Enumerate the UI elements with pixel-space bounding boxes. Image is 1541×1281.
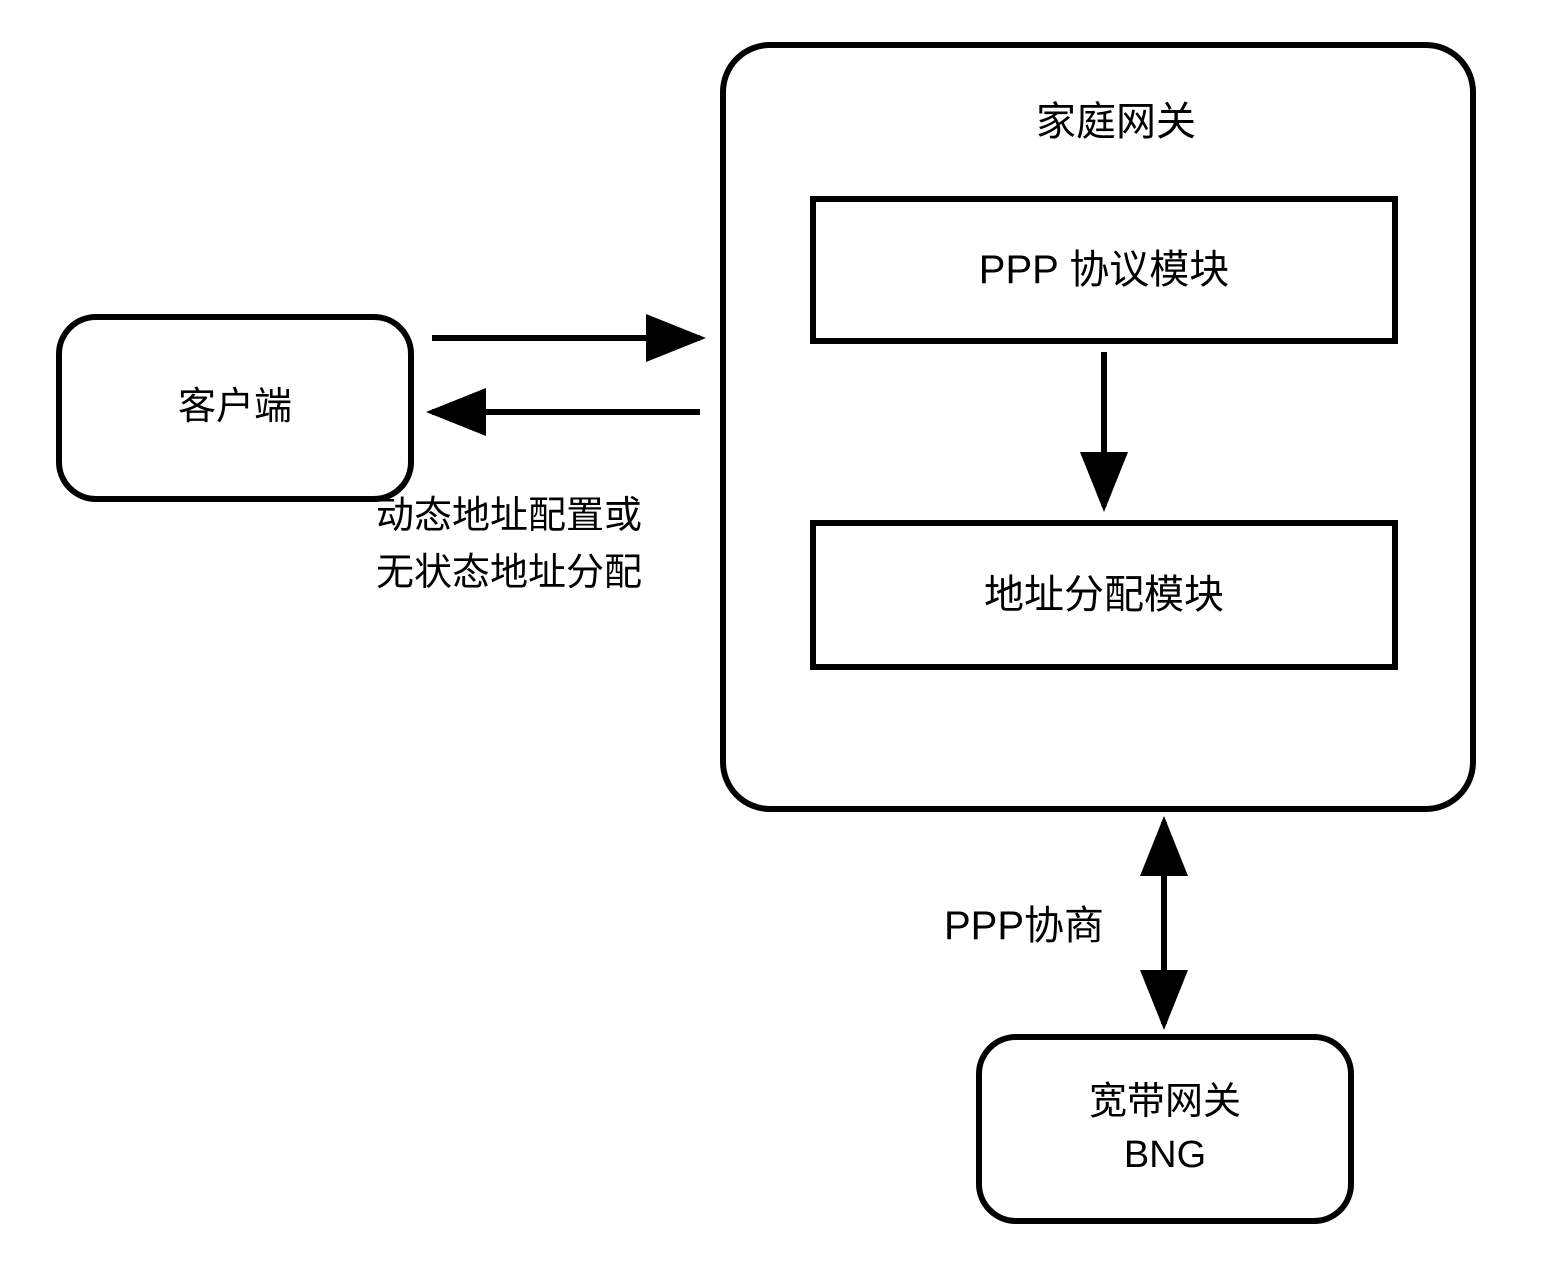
address-module-label: 地址分配模块 [984, 567, 1224, 623]
gateway-container-label: 家庭网关 [1036, 92, 1196, 152]
dynamic-address-label: 动态地址配置或 无状态地址分配 [376, 488, 642, 602]
ppp-module-label: PPP 协议模块 [979, 242, 1229, 298]
diagram-container: 客户端 家庭网关 PPP 协议模块 地址分配模块 宽带网关 BNG 动态地址配置… [0, 0, 1541, 1281]
address-module-node: 地址分配模块 [810, 520, 1398, 670]
bng-label-line1: 宽带网关 [1089, 1076, 1241, 1129]
bng-node: 宽带网关 BNG [976, 1034, 1354, 1224]
gateway-container-node [720, 42, 1476, 812]
client-label: 客户端 [178, 381, 292, 434]
ppp-negotiate-label: PPP协商 [944, 896, 1104, 956]
bng-label-line2: BNG [1124, 1129, 1206, 1182]
ppp-module-node: PPP 协议模块 [810, 196, 1398, 344]
client-node: 客户端 [56, 314, 414, 502]
